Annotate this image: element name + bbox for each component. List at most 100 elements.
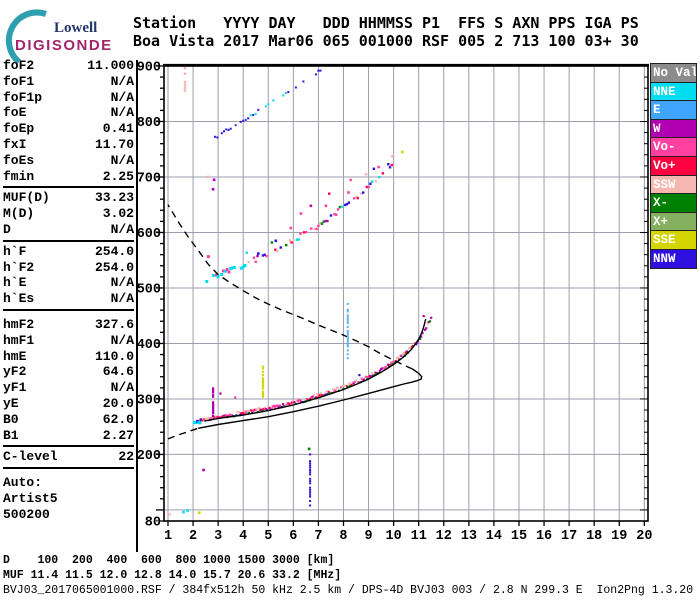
- panel-group: h`F 254.0 h`F2 254.0 h`E N/A h`Es N/A: [3, 244, 134, 307]
- parameter-row: C-level 22: [3, 449, 134, 465]
- parameter-label: foE: [3, 105, 27, 121]
- parameter-label: foEp: [3, 121, 35, 137]
- svg-text:80: 80: [145, 516, 161, 531]
- svg-text:13: 13: [461, 529, 477, 544]
- file-info-row: BVJ03_2017065001000.RSF / 384fx512h 50 k…: [3, 584, 694, 598]
- spread-echo-6.7MHz: [309, 453, 312, 507]
- svg-text:19: 19: [611, 529, 627, 544]
- artist-fitted-trace: [204, 318, 427, 422]
- spread-echo-8.2MHz: [346, 302, 349, 360]
- parameter-row: B0 62.0: [3, 412, 134, 428]
- parameter-row: fmin 2.25: [3, 169, 134, 185]
- parameter-label: foF1p: [3, 89, 43, 105]
- parameter-label: B0: [3, 411, 19, 427]
- parameter-value: N/A: [110, 332, 134, 348]
- parameter-row: h`F 254.0: [3, 244, 134, 260]
- parameter-row: hmE 110.0: [3, 349, 134, 365]
- parameter-label: fxI: [3, 136, 27, 152]
- logo-text-digisonde: DIGISONDE: [15, 37, 113, 54]
- parameter-label: MUF(D): [3, 190, 50, 206]
- svg-text:2: 2: [189, 529, 197, 544]
- legend-item-no-val: No Val: [650, 63, 697, 83]
- parameter-value: 0.41: [102, 121, 134, 137]
- parameter-label: hmE: [3, 348, 27, 364]
- header-line1: Station YYYY DAY DDD HHMMSS P1 FFS S AXN…: [133, 14, 639, 32]
- parameter-row: h`F2 254.0: [3, 260, 134, 276]
- parameter-row: fxI 11.70: [3, 137, 134, 153]
- autoscaling-line: Auto:: [3, 475, 43, 491]
- svg-text:14: 14: [486, 529, 502, 544]
- header-line2: Boa Vista 2017 Mar06 065 001000 RSF 005 …: [133, 32, 639, 50]
- parameter-row: foEs N/A: [3, 153, 134, 169]
- parameter-label: h`E: [3, 275, 27, 291]
- doppler-direction-legend: No Val NNE E W Vo- Vo+ SSW X- X+ SSE NNW: [650, 63, 697, 269]
- parameter-value: 2.27: [102, 427, 134, 443]
- parameter-value: N/A: [110, 380, 134, 396]
- autoscaling-info: Auto: Artist5 500200: [3, 475, 134, 522]
- svg-text:12: 12: [436, 529, 452, 544]
- svg-text:7: 7: [314, 529, 322, 544]
- parameter-row: yF2 64.6: [3, 364, 134, 380]
- svg-text:16: 16: [536, 529, 552, 544]
- parameter-value: 110.0: [94, 348, 134, 364]
- legend-item-e: E: [650, 100, 697, 120]
- parameter-label: h`Es: [3, 291, 35, 307]
- profile-topside-extrapolated: [167, 204, 413, 370]
- parameter-row: h`Es N/A: [3, 291, 134, 307]
- svg-text:400: 400: [137, 338, 161, 353]
- parameter-row: foF1 N/A: [3, 74, 134, 90]
- panel-separator: [3, 186, 134, 189]
- lowell-digisonde-logo: Lowell DIGISONDE: [2, 6, 132, 66]
- autoscaling-line: 500200: [3, 506, 50, 522]
- parameter-value: 62.0: [102, 411, 134, 427]
- panel-group: C-level 22: [3, 449, 134, 465]
- parameter-row: M(D) 3.02: [3, 206, 134, 222]
- parameter-value: 11.70: [94, 136, 134, 152]
- parameter-row: yF1 N/A: [3, 380, 134, 396]
- parameter-label: h`F: [3, 243, 27, 259]
- parameter-value: 33.23: [94, 190, 134, 206]
- parameter-row: B1 2.27: [3, 428, 134, 444]
- muf-row: MUF 11.4 11.5 12.0 12.8 14.0 15.7 20.6 3…: [3, 569, 342, 583]
- parameter-value: 254.0: [94, 243, 134, 259]
- parameter-value: 11.000: [87, 58, 134, 73]
- parameter-row: foE N/A: [3, 105, 134, 121]
- header-station-info: Station YYYY DAY DDD HHMMSS P1 FFS S AXN…: [133, 14, 639, 50]
- parameter-row: yE 20.0: [3, 396, 134, 412]
- parameter-label: hmF1: [3, 332, 35, 348]
- legend-item-sse: SSE: [650, 230, 697, 250]
- svg-text:5: 5: [264, 529, 272, 544]
- profile-bottomside-extrapolated: [167, 427, 199, 440]
- parameter-value: 2.25: [102, 168, 134, 184]
- parameter-label: M(D): [3, 206, 35, 222]
- parameter-row: foF2 11.000: [3, 58, 134, 74]
- svg-text:6: 6: [289, 529, 297, 544]
- parameter-value: 22: [118, 449, 134, 465]
- parameter-label: yF1: [3, 380, 27, 396]
- spread-echo-4.8MHz: [261, 365, 265, 398]
- legend-item-ssw: SSW: [650, 174, 697, 195]
- svg-text:800: 800: [137, 116, 161, 131]
- parameter-row: MUF(D) 33.23: [3, 190, 134, 206]
- legend-item-w: W: [650, 118, 697, 139]
- svg-text:17: 17: [561, 529, 577, 544]
- svg-text:8: 8: [339, 529, 347, 544]
- logo-text-lowell: Lowell: [54, 20, 98, 36]
- svg-text:700: 700: [137, 171, 161, 186]
- legend-item-nne: NNE: [650, 81, 697, 102]
- panel-group: MUF(D) 33.23 M(D) 3.02 D N/A: [3, 190, 134, 237]
- parameter-value: 64.6: [102, 364, 134, 380]
- parameter-value: N/A: [110, 221, 134, 237]
- svg-text:3: 3: [214, 529, 222, 544]
- panel-separator: [3, 445, 134, 448]
- svg-text:4: 4: [239, 529, 247, 544]
- parameter-value: N/A: [110, 105, 134, 121]
- parameter-row: hmF2 327.6: [3, 317, 134, 333]
- parameter-label: fmin: [3, 168, 35, 184]
- parameter-label: foEs: [3, 152, 35, 168]
- svg-text:15: 15: [511, 529, 527, 544]
- parameter-value: N/A: [110, 89, 134, 105]
- svg-text:11: 11: [411, 529, 427, 544]
- parameter-value: N/A: [110, 291, 134, 307]
- svg-text:900: 900: [137, 61, 161, 76]
